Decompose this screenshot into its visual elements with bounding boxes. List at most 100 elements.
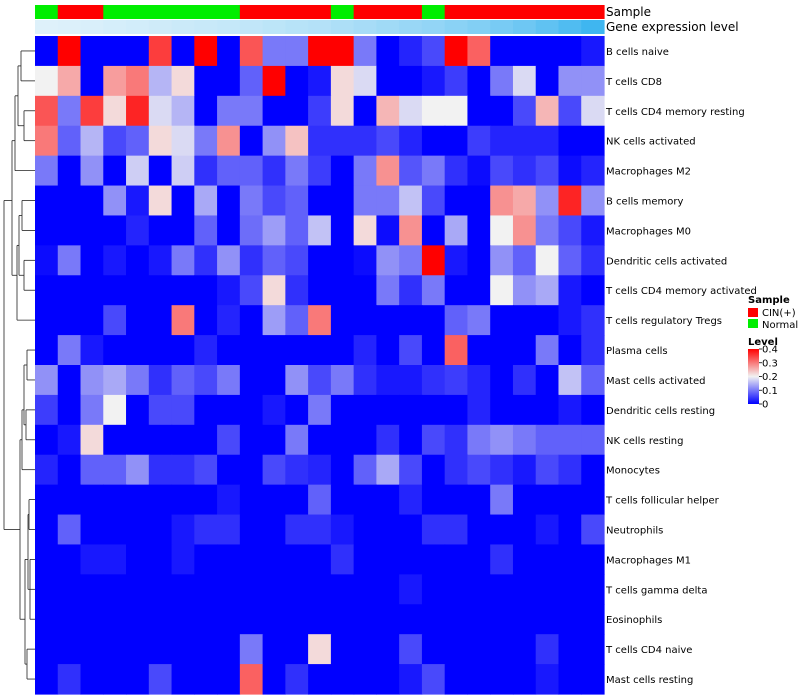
heatmap-cell	[262, 185, 286, 217]
heatmap-cell	[467, 245, 491, 276]
heatmap-cell	[353, 394, 377, 426]
heatmap-cell	[376, 454, 400, 486]
heatmap-cell	[399, 574, 423, 605]
heatmap-cell	[285, 245, 309, 276]
heatmap-cell	[239, 604, 264, 635]
heatmap-cell	[35, 544, 59, 575]
heatmap-cell	[421, 335, 446, 366]
heatmap-cell	[444, 454, 469, 486]
heatmap-cell	[239, 215, 264, 246]
heatmap-cell	[330, 604, 355, 635]
heatmap-cell	[490, 65, 514, 97]
heatmap-cell	[171, 275, 195, 306]
heatmap-cell	[285, 394, 309, 426]
heatmap-cell	[399, 215, 423, 246]
sample-annotation-cell	[57, 5, 82, 19]
heatmap-cell	[490, 514, 514, 546]
heatmap-cell	[467, 424, 491, 456]
heatmap-cell	[103, 454, 127, 486]
heatmap-cell	[217, 664, 241, 695]
heatmap-cell	[376, 305, 400, 336]
heatmap-cell	[376, 634, 400, 665]
row-label: Mast cells resting	[606, 675, 693, 686]
heatmap-cell	[103, 215, 127, 246]
heatmap-cell	[35, 155, 59, 187]
heatmap-cell	[80, 215, 104, 246]
heatmap-cell	[330, 245, 355, 276]
heatmap-cell	[171, 664, 195, 695]
heatmap-cell	[148, 275, 173, 306]
heatmap-cell	[330, 125, 355, 157]
heatmap-cell	[399, 245, 423, 276]
heatmap-cell	[444, 125, 469, 157]
heatmap-cell	[421, 215, 446, 246]
row-label: T cells follicular helper	[605, 496, 720, 507]
expression-annotation-cell	[57, 20, 82, 34]
heatmap-cell	[126, 574, 150, 605]
legend-sample-title: Sample	[748, 295, 790, 306]
heatmap-cell	[285, 335, 309, 366]
heatmap-cell	[262, 155, 286, 187]
heatmap-cell	[126, 215, 150, 246]
heatmap-cell	[399, 335, 423, 366]
heatmap-cell	[171, 514, 195, 546]
heatmap-cell	[581, 65, 605, 97]
heatmap-cell	[308, 394, 332, 426]
heatmap-cell	[421, 275, 446, 306]
row-label: NK cells activated	[606, 137, 696, 148]
heatmap-cell	[399, 185, 423, 217]
heatmap-cell	[217, 514, 241, 546]
heatmap-cell	[399, 514, 423, 546]
heatmap-cell	[558, 424, 582, 456]
heatmap-cell	[376, 394, 400, 426]
heatmap-cell	[171, 65, 195, 97]
heatmap-cell	[239, 275, 264, 306]
expression-annotation-cell	[194, 20, 218, 34]
heatmap-cell	[467, 484, 491, 516]
heatmap-cell	[103, 484, 127, 516]
heatmap-cell	[57, 125, 82, 157]
heatmap-cell	[171, 394, 195, 426]
heatmap-cell	[330, 454, 355, 486]
heatmap-cell	[148, 424, 173, 456]
heatmap-cell	[35, 664, 59, 695]
heatmap-cell	[80, 305, 104, 336]
heatmap-cell	[57, 424, 82, 456]
heatmap-cell	[535, 454, 560, 486]
heatmap-cell	[148, 185, 173, 217]
heatmap-cell	[444, 335, 469, 366]
sample-annotation-cell	[171, 5, 195, 19]
heatmap-cell	[490, 125, 514, 157]
heatmap-cell	[330, 365, 355, 396]
heatmap-cell	[399, 394, 423, 426]
heatmap-cell	[57, 36, 82, 67]
heatmap-cell	[194, 245, 218, 276]
heatmap-cell	[535, 155, 560, 187]
heatmap-cell	[581, 574, 605, 605]
track-label-gene-expression: Gene expression level	[606, 20, 739, 34]
heatmap-cell	[35, 365, 59, 396]
heatmap-cell	[535, 95, 560, 127]
heatmap-cell	[126, 634, 150, 665]
heatmap-cell	[330, 424, 355, 456]
heatmap-cell	[421, 634, 446, 665]
heatmap-cell	[444, 514, 469, 546]
heatmap-cell	[444, 664, 469, 695]
sample-annotation-cell	[80, 5, 104, 19]
heatmap-cell	[194, 484, 218, 516]
heatmap-cell	[57, 454, 82, 486]
heatmap-cell	[262, 574, 286, 605]
sample-annotation-cell	[399, 5, 423, 19]
heatmap-cell	[239, 454, 264, 486]
heatmap-cell	[490, 484, 514, 516]
heatmap-cell	[444, 424, 469, 456]
heatmap-cell	[126, 335, 150, 366]
heatmap-cell	[239, 185, 264, 217]
heatmap-cell	[558, 484, 582, 516]
expression-annotation-cell	[467, 20, 491, 34]
heatmap-cell	[239, 664, 264, 695]
heatmap-cell	[444, 484, 469, 516]
heatmap-cell	[353, 664, 377, 695]
sample-annotation-cell	[444, 5, 469, 19]
legend: Sample CIN(+) Normal Level 0.4 0.3 0.2 0.1 0	[748, 295, 798, 411]
